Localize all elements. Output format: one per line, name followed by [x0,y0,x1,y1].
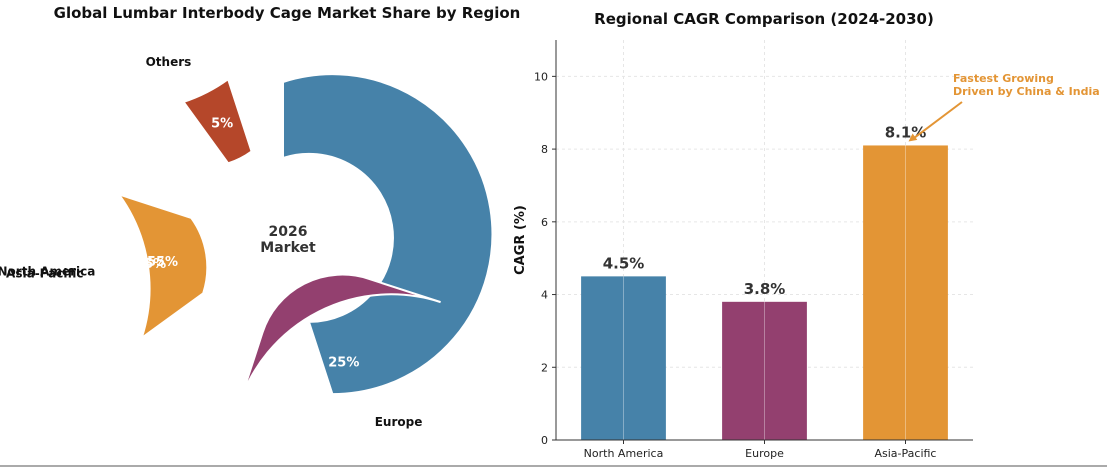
bar-value-label-europe: 3.8% [744,280,786,298]
donut-chart: Global Lumbar Interbody Cage Market Shar… [0,4,520,429]
annotation-arrow [912,101,963,140]
donut-slice-europe [238,273,441,406]
x-tick-label-north-america: North America [584,447,664,460]
annotation-line-2: Driven by China & India [953,85,1100,98]
bar-europe [722,301,807,440]
bar-asia-pacific [863,145,948,441]
x-axis-ticks: North America Europe Asia-Pacific [584,440,937,460]
x-tick-label-asia-pacific: Asia-Pacific [875,447,937,460]
donut-percent-label-asia-pacific: 15% [135,257,166,272]
bar-chart-title: Regional CAGR Comparison (2024-2030) [594,10,934,28]
y-tick-label-8: 8 [541,143,548,156]
donut-slice-asia-pacific [116,192,209,341]
donut-slice-others [181,77,253,165]
y-tick-label-4: 4 [541,289,548,302]
annotation-arrowhead [908,133,918,142]
donut-chart-title: Global Lumbar Interbody Cage Market Shar… [54,4,521,22]
donut-category-label-others: Others [146,55,192,69]
bar-north-america [581,276,666,440]
donut-percent-label-north-america: 55% [147,255,178,270]
x-tick-label-europe: Europe [745,447,784,460]
y-tick-label-10: 10 [534,70,548,83]
donut-percent-label-others: 5% [211,117,233,132]
y-axis-ticks: 0 2 4 6 8 10 [534,70,556,447]
annotation: Fastest Growing Driven by China & India [908,72,1100,142]
y-tick-label-2: 2 [541,361,548,374]
donut-slice-north-america [282,73,494,396]
bar-value-label-north-america: 4.5% [603,254,645,272]
donut-category-label-asia-pacific: Asia-Pacific [6,267,83,281]
bar-series: 4.5%3.8%8.1% [581,123,948,441]
y-tick-label-0: 0 [541,434,548,447]
donut-percent-label-europe: 25% [328,355,359,370]
y-tick-label-6: 6 [541,216,548,229]
donut-category-label-europe: Europe [375,415,423,429]
donut-slices [116,73,494,406]
donut-category-label-north-america: North America [0,265,95,279]
bar-chart: Regional CAGR Comparison (2024-2030) 4.5… [513,10,1100,460]
annotation-line-1: Fastest Growing [953,72,1054,85]
y-axis-label: CAGR (%) [513,205,528,275]
donut-center-year: 2026 [269,224,308,240]
donut-center-caption: Market [260,240,316,256]
